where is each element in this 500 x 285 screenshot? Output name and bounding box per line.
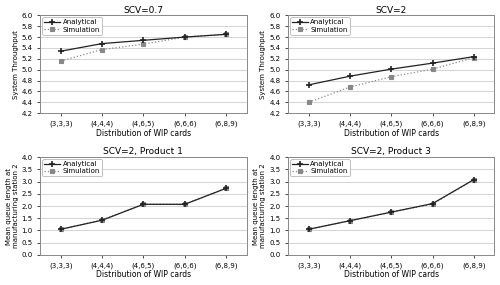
Simulation (430, 202, 436, 206)
Simulation (99, 218, 105, 222)
Analytical (388, 210, 394, 214)
Analytical (430, 202, 436, 205)
Line: Analytical: Analytical (306, 53, 478, 88)
Line: Simulation: Simulation (306, 55, 476, 105)
Legend: Analytical, Simulation: Analytical, Simulation (42, 17, 102, 34)
Y-axis label: System Throughput: System Throughput (12, 30, 18, 99)
Analytical (99, 42, 105, 45)
Simulation (471, 178, 477, 182)
Simulation (388, 75, 394, 78)
Analytical (306, 83, 312, 87)
Y-axis label: System Throughput: System Throughput (260, 30, 266, 99)
Line: Analytical: Analytical (58, 185, 230, 233)
Line: Simulation: Simulation (306, 178, 476, 232)
Simulation (471, 56, 477, 59)
Title: SCV=2, Product 1: SCV=2, Product 1 (104, 147, 184, 156)
Simulation (182, 35, 188, 39)
Analytical (471, 178, 477, 181)
Analytical (99, 219, 105, 222)
Analytical (182, 35, 188, 39)
Analytical (58, 50, 64, 53)
Line: Analytical: Analytical (306, 176, 478, 233)
Simulation (140, 42, 146, 46)
Line: Analytical: Analytical (58, 31, 230, 55)
Analytical (306, 227, 312, 231)
Legend: Analytical, Simulation: Analytical, Simulation (290, 17, 350, 34)
Line: Simulation: Simulation (58, 32, 228, 63)
Analytical (347, 74, 353, 78)
Analytical (388, 67, 394, 71)
Y-axis label: Mean queue length at
manufacturing station 2: Mean queue length at manufacturing stati… (254, 164, 266, 248)
Simulation (306, 101, 312, 104)
Simulation (58, 59, 64, 63)
Simulation (347, 219, 353, 222)
Legend: Analytical, Simulation: Analytical, Simulation (42, 159, 102, 176)
Simulation (182, 203, 188, 206)
Simulation (430, 67, 436, 71)
Simulation (58, 227, 64, 231)
Analytical (140, 203, 146, 206)
Y-axis label: Mean queue length at
manufacturing station 2: Mean queue length at manufacturing stati… (6, 164, 18, 248)
Analytical (140, 38, 146, 42)
Simulation (223, 33, 229, 36)
Title: SCV=2: SCV=2 (376, 5, 407, 15)
Simulation (306, 227, 312, 231)
Simulation (140, 202, 146, 206)
Analytical (223, 33, 229, 36)
Legend: Analytical, Simulation: Analytical, Simulation (290, 159, 350, 176)
Title: SCV=2, Product 3: SCV=2, Product 3 (352, 147, 431, 156)
Analytical (471, 55, 477, 58)
Simulation (347, 85, 353, 89)
Analytical (223, 187, 229, 190)
Analytical (430, 62, 436, 65)
Analytical (182, 203, 188, 206)
Analytical (347, 219, 353, 222)
Analytical (58, 227, 64, 231)
X-axis label: Distribution of WIP cards: Distribution of WIP cards (96, 129, 191, 138)
Title: SCV=0.7: SCV=0.7 (124, 5, 164, 15)
Line: Simulation: Simulation (58, 186, 228, 232)
X-axis label: Distribution of WIP cards: Distribution of WIP cards (96, 270, 191, 280)
X-axis label: Distribution of WIP cards: Distribution of WIP cards (344, 270, 439, 280)
Simulation (99, 48, 105, 51)
X-axis label: Distribution of WIP cards: Distribution of WIP cards (344, 129, 439, 138)
Simulation (223, 186, 229, 190)
Simulation (388, 210, 394, 214)
